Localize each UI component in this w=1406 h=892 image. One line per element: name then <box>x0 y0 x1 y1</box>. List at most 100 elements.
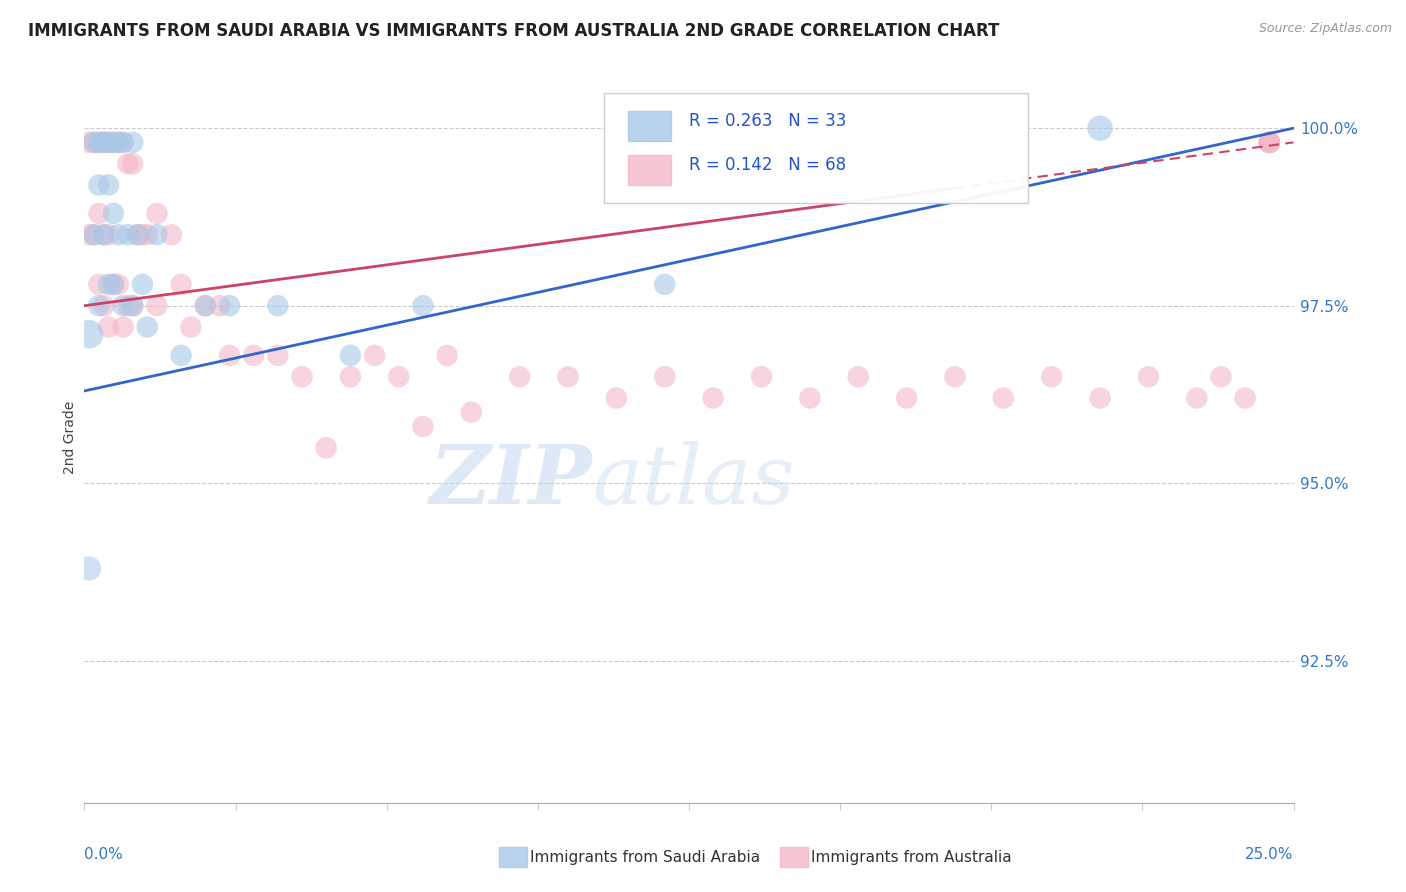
Point <box>160 227 183 242</box>
Point <box>208 299 231 313</box>
Point <box>1258 136 1281 150</box>
Point <box>93 227 115 242</box>
Point <box>436 348 458 362</box>
Point <box>87 136 110 150</box>
Text: 25.0%: 25.0% <box>1246 847 1294 862</box>
Point <box>97 320 120 334</box>
Point <box>388 369 411 384</box>
Point <box>131 227 153 242</box>
Point <box>1088 121 1111 136</box>
Point <box>136 227 159 242</box>
Text: Immigrants from Saudi Arabia: Immigrants from Saudi Arabia <box>530 850 761 864</box>
Point <box>146 206 169 220</box>
Point <box>1234 391 1257 405</box>
Point <box>702 391 724 405</box>
Point <box>121 136 143 150</box>
Point <box>107 136 129 150</box>
Point <box>97 136 120 150</box>
Point <box>1258 136 1281 150</box>
Point <box>1258 136 1281 150</box>
Point <box>1209 369 1232 384</box>
Point <box>194 299 217 313</box>
Point <box>1185 391 1208 405</box>
Point <box>93 136 115 150</box>
Text: R = 0.142   N = 68: R = 0.142 N = 68 <box>689 156 846 174</box>
Point <box>896 391 918 405</box>
Point <box>218 299 240 313</box>
Y-axis label: 2nd Grade: 2nd Grade <box>63 401 77 474</box>
Point <box>77 327 100 342</box>
Point <box>557 369 579 384</box>
Point <box>121 299 143 313</box>
Point <box>1258 136 1281 150</box>
Text: 0.0%: 0.0% <box>84 847 124 862</box>
Point <box>136 320 159 334</box>
Bar <box>628 154 671 185</box>
Point <box>97 178 120 192</box>
Point <box>943 369 966 384</box>
Point <box>267 348 290 362</box>
Point <box>1258 136 1281 150</box>
Text: Source: ZipAtlas.com: Source: ZipAtlas.com <box>1258 22 1392 36</box>
Text: Immigrants from Australia: Immigrants from Australia <box>811 850 1012 864</box>
Point <box>112 136 135 150</box>
Point <box>315 441 337 455</box>
Point <box>460 405 482 419</box>
Point <box>83 227 105 242</box>
Point <box>83 227 105 242</box>
Point <box>1258 136 1281 150</box>
Point <box>112 320 135 334</box>
Point <box>121 299 143 313</box>
Point <box>87 299 110 313</box>
Point <box>127 227 149 242</box>
Point <box>77 227 100 242</box>
Point <box>339 348 361 362</box>
Point <box>751 369 773 384</box>
Point <box>112 136 135 150</box>
Point <box>993 391 1015 405</box>
Point <box>412 419 434 434</box>
Point <box>93 136 115 150</box>
Point <box>1137 369 1160 384</box>
Point <box>83 136 105 150</box>
Point <box>131 277 153 292</box>
Point <box>107 277 129 292</box>
Point <box>180 320 202 334</box>
Point <box>87 178 110 192</box>
Point <box>87 277 110 292</box>
Point <box>77 136 100 150</box>
Point <box>799 391 821 405</box>
Point <box>121 156 143 170</box>
Point <box>846 369 869 384</box>
Text: R = 0.263   N = 33: R = 0.263 N = 33 <box>689 112 846 130</box>
Bar <box>628 111 671 141</box>
Point <box>146 227 169 242</box>
Point <box>218 348 240 362</box>
Point <box>112 299 135 313</box>
Point <box>93 299 115 313</box>
Point <box>103 136 125 150</box>
Point <box>363 348 385 362</box>
FancyBboxPatch shape <box>605 94 1028 203</box>
Point <box>87 206 110 220</box>
Point <box>87 136 110 150</box>
Text: IMMIGRANTS FROM SAUDI ARABIA VS IMMIGRANTS FROM AUSTRALIA 2ND GRADE CORRELATION : IMMIGRANTS FROM SAUDI ARABIA VS IMMIGRAN… <box>28 22 1000 40</box>
Point <box>127 227 149 242</box>
Point <box>97 277 120 292</box>
Point <box>117 227 139 242</box>
Point <box>1258 136 1281 150</box>
Point <box>267 299 290 313</box>
Point <box>1088 391 1111 405</box>
Point <box>97 227 120 242</box>
Point <box>605 391 627 405</box>
Point <box>77 561 100 575</box>
Point <box>103 277 125 292</box>
Point <box>103 136 125 150</box>
Point <box>107 227 129 242</box>
Text: ZIP: ZIP <box>430 441 592 521</box>
Point <box>103 206 125 220</box>
Point <box>146 299 169 313</box>
Point <box>170 348 193 362</box>
Point <box>170 277 193 292</box>
Point <box>194 299 217 313</box>
